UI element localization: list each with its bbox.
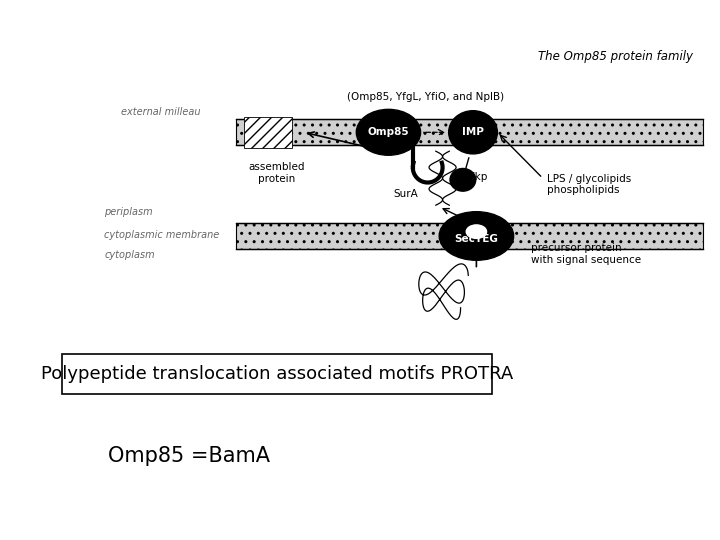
Text: cytoplasmic membrane: cytoplasmic membrane [104, 230, 220, 240]
Text: Omp85 =BamA: Omp85 =BamA [107, 446, 269, 467]
Text: external milleau: external milleau [121, 107, 201, 117]
Bar [243, 117, 292, 148]
Text: SurA: SurA [393, 190, 418, 199]
Ellipse shape [467, 225, 487, 239]
Ellipse shape [450, 168, 476, 191]
Text: assembled
protein: assembled protein [248, 162, 305, 184]
Bar [236, 223, 703, 249]
Text: SecYEG: SecYEG [454, 234, 498, 244]
Bar [236, 119, 703, 145]
Text: Polypeptide translocation associated motifs PROTRA: Polypeptide translocation associated mot… [41, 365, 513, 383]
FancyBboxPatch shape [63, 354, 492, 394]
Text: The Omp85 protein family: The Omp85 protein family [538, 50, 693, 63]
Ellipse shape [449, 111, 498, 154]
Text: (Omp85, YfgL, YfiO, and NplB): (Omp85, YfgL, YfiO, and NplB) [347, 92, 504, 102]
Text: cytoplasm: cytoplasm [104, 250, 155, 260]
Ellipse shape [356, 109, 420, 156]
Text: Omp85: Omp85 [368, 127, 409, 137]
Text: precursor protein
with signal sequence: precursor protein with signal sequence [531, 243, 641, 265]
Text: LPS / glycolipids
phospholipids: LPS / glycolipids phospholipids [547, 174, 631, 195]
Text: IMP: IMP [462, 127, 484, 137]
Text: Skp: Skp [468, 172, 487, 182]
Text: periplasm: periplasm [104, 207, 153, 217]
Ellipse shape [439, 212, 513, 260]
